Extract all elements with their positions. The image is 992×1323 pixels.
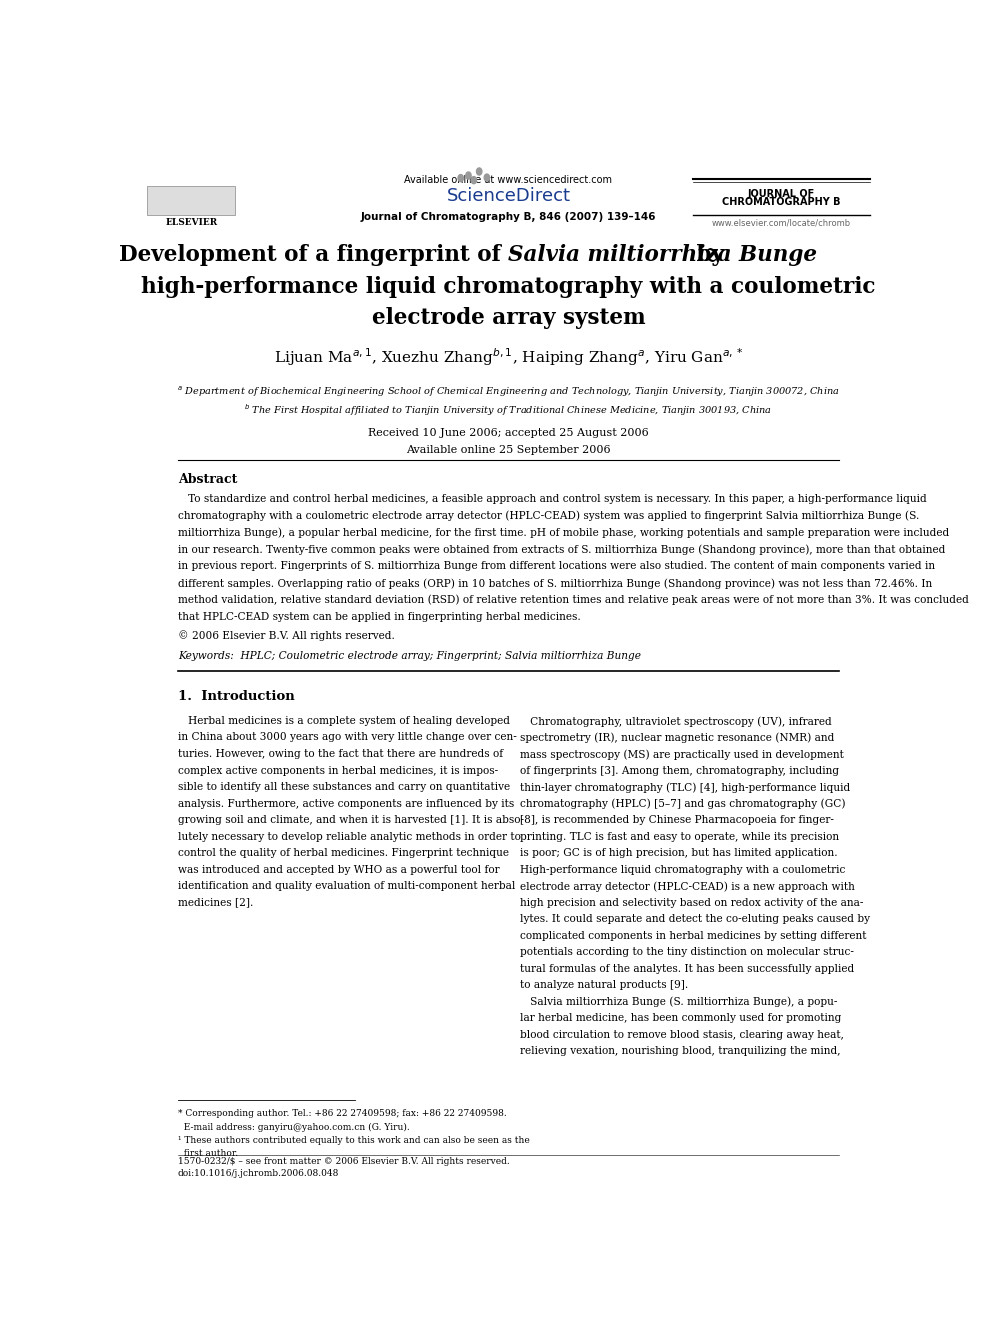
Text: miltiorrhiza Bunge), a popular herbal medicine, for the first time. pH of mobile: miltiorrhiza Bunge), a popular herbal me… xyxy=(178,528,949,538)
Text: Received 10 June 2006; accepted 25 August 2006: Received 10 June 2006; accepted 25 Augus… xyxy=(368,427,649,438)
Text: electrode array system: electrode array system xyxy=(372,307,645,329)
Text: sible to identify all these substances and carry on quantitative: sible to identify all these substances a… xyxy=(178,782,510,792)
Text: method validation, relative standard deviation (RSD) of relative retention times: method validation, relative standard dev… xyxy=(178,595,969,606)
Text: complicated components in herbal medicines by setting different: complicated components in herbal medicin… xyxy=(520,930,866,941)
Text: Abstract: Abstract xyxy=(178,472,237,486)
Circle shape xyxy=(471,176,476,184)
Text: printing. TLC is fast and easy to operate, while its precision: printing. TLC is fast and easy to operat… xyxy=(520,832,839,841)
Text: medicines [2].: medicines [2]. xyxy=(178,897,253,908)
Text: to analyze natural products [9].: to analyze natural products [9]. xyxy=(520,980,688,990)
Text: chromatography with a coulometric electrode array detector (HPLC-CEAD) system wa: chromatography with a coulometric electr… xyxy=(178,511,920,521)
Text: 1.  Introduction: 1. Introduction xyxy=(178,689,295,703)
Text: $^{b}$ The First Hospital affiliated to Tianjin University of Traditional Chines: $^{b}$ The First Hospital affiliated to … xyxy=(244,402,773,418)
Text: Lijuan Ma$^{a, 1}$, Xuezhu Zhang$^{b, 1}$, Haiping Zhang$^{a}$, Yiru Gan$^{a,*}$: Lijuan Ma$^{a, 1}$, Xuezhu Zhang$^{b, 1}… xyxy=(274,347,743,368)
Text: first author.: first author. xyxy=(178,1148,238,1158)
Text: Chromatography, ultraviolet spectroscopy (UV), infrared: Chromatography, ultraviolet spectroscopy… xyxy=(520,716,831,726)
Text: ¹ These authors contributed equally to this work and can also be seen as the: ¹ These authors contributed equally to t… xyxy=(178,1135,530,1144)
Text: blood circulation to remove blood stasis, clearing away heat,: blood circulation to remove blood stasis… xyxy=(520,1029,844,1040)
Text: high-performance liquid chromatography with a coulometric: high-performance liquid chromatography w… xyxy=(141,277,876,298)
Text: Salvia miltiorrhiza Bunge (S. miltiorrhiza Bunge), a popu-: Salvia miltiorrhiza Bunge (S. miltiorrhi… xyxy=(520,996,837,1007)
Circle shape xyxy=(465,172,471,179)
Text: © 2006 Elsevier B.V. All rights reserved.: © 2006 Elsevier B.V. All rights reserved… xyxy=(178,631,395,642)
Circle shape xyxy=(476,168,482,175)
Text: thin-layer chromatography (TLC) [4], high-performance liquid: thin-layer chromatography (TLC) [4], hig… xyxy=(520,782,850,792)
Text: ELSEVIER: ELSEVIER xyxy=(166,218,217,226)
Text: www.elsevier.com/locate/chromb: www.elsevier.com/locate/chromb xyxy=(712,218,851,228)
Text: turies. However, owing to the fact that there are hundreds of: turies. However, owing to the fact that … xyxy=(178,749,503,759)
Text: CHROMATOGRAPHY B: CHROMATOGRAPHY B xyxy=(722,197,840,208)
Text: doi:10.1016/j.jchromb.2006.08.048: doi:10.1016/j.jchromb.2006.08.048 xyxy=(178,1170,339,1179)
Text: mass spectroscopy (MS) are practically used in development: mass spectroscopy (MS) are practically u… xyxy=(520,749,844,759)
Text: growing soil and climate, and when it is harvested [1]. It is abso-: growing soil and climate, and when it is… xyxy=(178,815,524,826)
Text: Available online 25 September 2006: Available online 25 September 2006 xyxy=(406,445,611,455)
Text: $^{a}$ Department of Biochemical Engineering School of Chemical Engineering and : $^{a}$ Department of Biochemical Enginee… xyxy=(178,385,839,400)
Text: High-performance liquid chromatography with a coulometric: High-performance liquid chromatography w… xyxy=(520,864,845,875)
Text: control the quality of herbal medicines. Fingerprint technique: control the quality of herbal medicines.… xyxy=(178,848,509,859)
Text: in China about 3000 years ago with very little change over cen-: in China about 3000 years ago with very … xyxy=(178,733,517,742)
Text: chromatography (HPLC) [5–7] and gas chromatography (GC): chromatography (HPLC) [5–7] and gas chro… xyxy=(520,799,845,810)
Text: [8], is recommended by Chinese Pharmacopoeia for finger-: [8], is recommended by Chinese Pharmacop… xyxy=(520,815,834,826)
Text: lar herbal medicine, has been commonly used for promoting: lar herbal medicine, has been commonly u… xyxy=(520,1013,841,1023)
Text: electrode array detector (HPLC-CEAD) is a new approach with: electrode array detector (HPLC-CEAD) is … xyxy=(520,881,855,892)
Text: spectrometry (IR), nuclear magnetic resonance (NMR) and: spectrometry (IR), nuclear magnetic reso… xyxy=(520,733,834,744)
Text: * Corresponding author. Tel.: +86 22 27409598; fax: +86 22 27409598.: * Corresponding author. Tel.: +86 22 274… xyxy=(178,1109,507,1118)
Text: Herbal medicines is a complete system of healing developed: Herbal medicines is a complete system of… xyxy=(178,716,510,726)
Text: tural formulas of the analytes. It has been successfully applied: tural formulas of the analytes. It has b… xyxy=(520,963,854,974)
Text: that HPLC-CEAD system can be applied in fingerprinting herbal medicines.: that HPLC-CEAD system can be applied in … xyxy=(178,611,580,622)
Text: lytes. It could separate and detect the co-eluting peaks caused by: lytes. It could separate and detect the … xyxy=(520,914,870,923)
Text: complex active components in herbal medicines, it is impos-: complex active components in herbal medi… xyxy=(178,766,498,775)
Text: different samples. Overlapping ratio of peaks (ORP) in 10 batches of S. miltiorr: different samples. Overlapping ratio of … xyxy=(178,578,932,589)
Text: analysis. Furthermore, active components are influenced by its: analysis. Furthermore, active components… xyxy=(178,799,514,808)
Circle shape xyxy=(458,175,463,181)
Text: was introduced and accepted by WHO as a powerful tool for: was introduced and accepted by WHO as a … xyxy=(178,864,499,875)
Text: Development of a fingerprint of: Development of a fingerprint of xyxy=(119,245,509,266)
Text: relieving vexation, nourishing blood, tranquilizing the mind,: relieving vexation, nourishing blood, tr… xyxy=(520,1046,840,1056)
Circle shape xyxy=(484,175,490,181)
Text: by: by xyxy=(689,245,724,266)
Text: in our research. Twenty-five common peaks were obtained from extracts of S. milt: in our research. Twenty-five common peak… xyxy=(178,544,945,554)
Text: lutely necessary to develop reliable analytic methods in order to: lutely necessary to develop reliable ana… xyxy=(178,832,521,841)
Text: high precision and selectivity based on redox activity of the ana-: high precision and selectivity based on … xyxy=(520,897,863,908)
Text: identification and quality evaluation of multi-component herbal: identification and quality evaluation of… xyxy=(178,881,515,890)
Text: in previous report. Fingerprints of S. miltiorrhiza Bunge from different locatio: in previous report. Fingerprints of S. m… xyxy=(178,561,934,572)
Text: of fingerprints [3]. Among them, chromatography, including: of fingerprints [3]. Among them, chromat… xyxy=(520,766,839,775)
Text: is poor; GC is of high precision, but has limited application.: is poor; GC is of high precision, but ha… xyxy=(520,848,837,859)
Text: potentials according to the tiny distinction on molecular struc-: potentials according to the tiny distinc… xyxy=(520,947,854,957)
FancyBboxPatch shape xyxy=(147,187,235,214)
Text: ScienceDirect: ScienceDirect xyxy=(446,188,570,205)
Text: E-mail address: ganyiru@yahoo.com.cn (G. Yiru).: E-mail address: ganyiru@yahoo.com.cn (G.… xyxy=(178,1122,410,1131)
Text: 1570-0232/$ – see front matter © 2006 Elsevier B.V. All rights reserved.: 1570-0232/$ – see front matter © 2006 El… xyxy=(178,1158,510,1166)
Text: JOURNAL OF: JOURNAL OF xyxy=(748,189,815,200)
Text: Keywords:  HPLC; Coulometric electrode array; Fingerprint; Salvia miltiorrhiza B: Keywords: HPLC; Coulometric electrode ar… xyxy=(178,651,641,660)
Text: Available online at www.sciencedirect.com: Available online at www.sciencedirect.co… xyxy=(405,175,612,185)
Text: Salvia miltiorrhiza Bunge: Salvia miltiorrhiza Bunge xyxy=(509,245,817,266)
Text: Journal of Chromatography B, 846 (2007) 139–146: Journal of Chromatography B, 846 (2007) … xyxy=(361,212,656,222)
Text: To standardize and control herbal medicines, a feasible approach and control sys: To standardize and control herbal medici… xyxy=(178,493,927,504)
